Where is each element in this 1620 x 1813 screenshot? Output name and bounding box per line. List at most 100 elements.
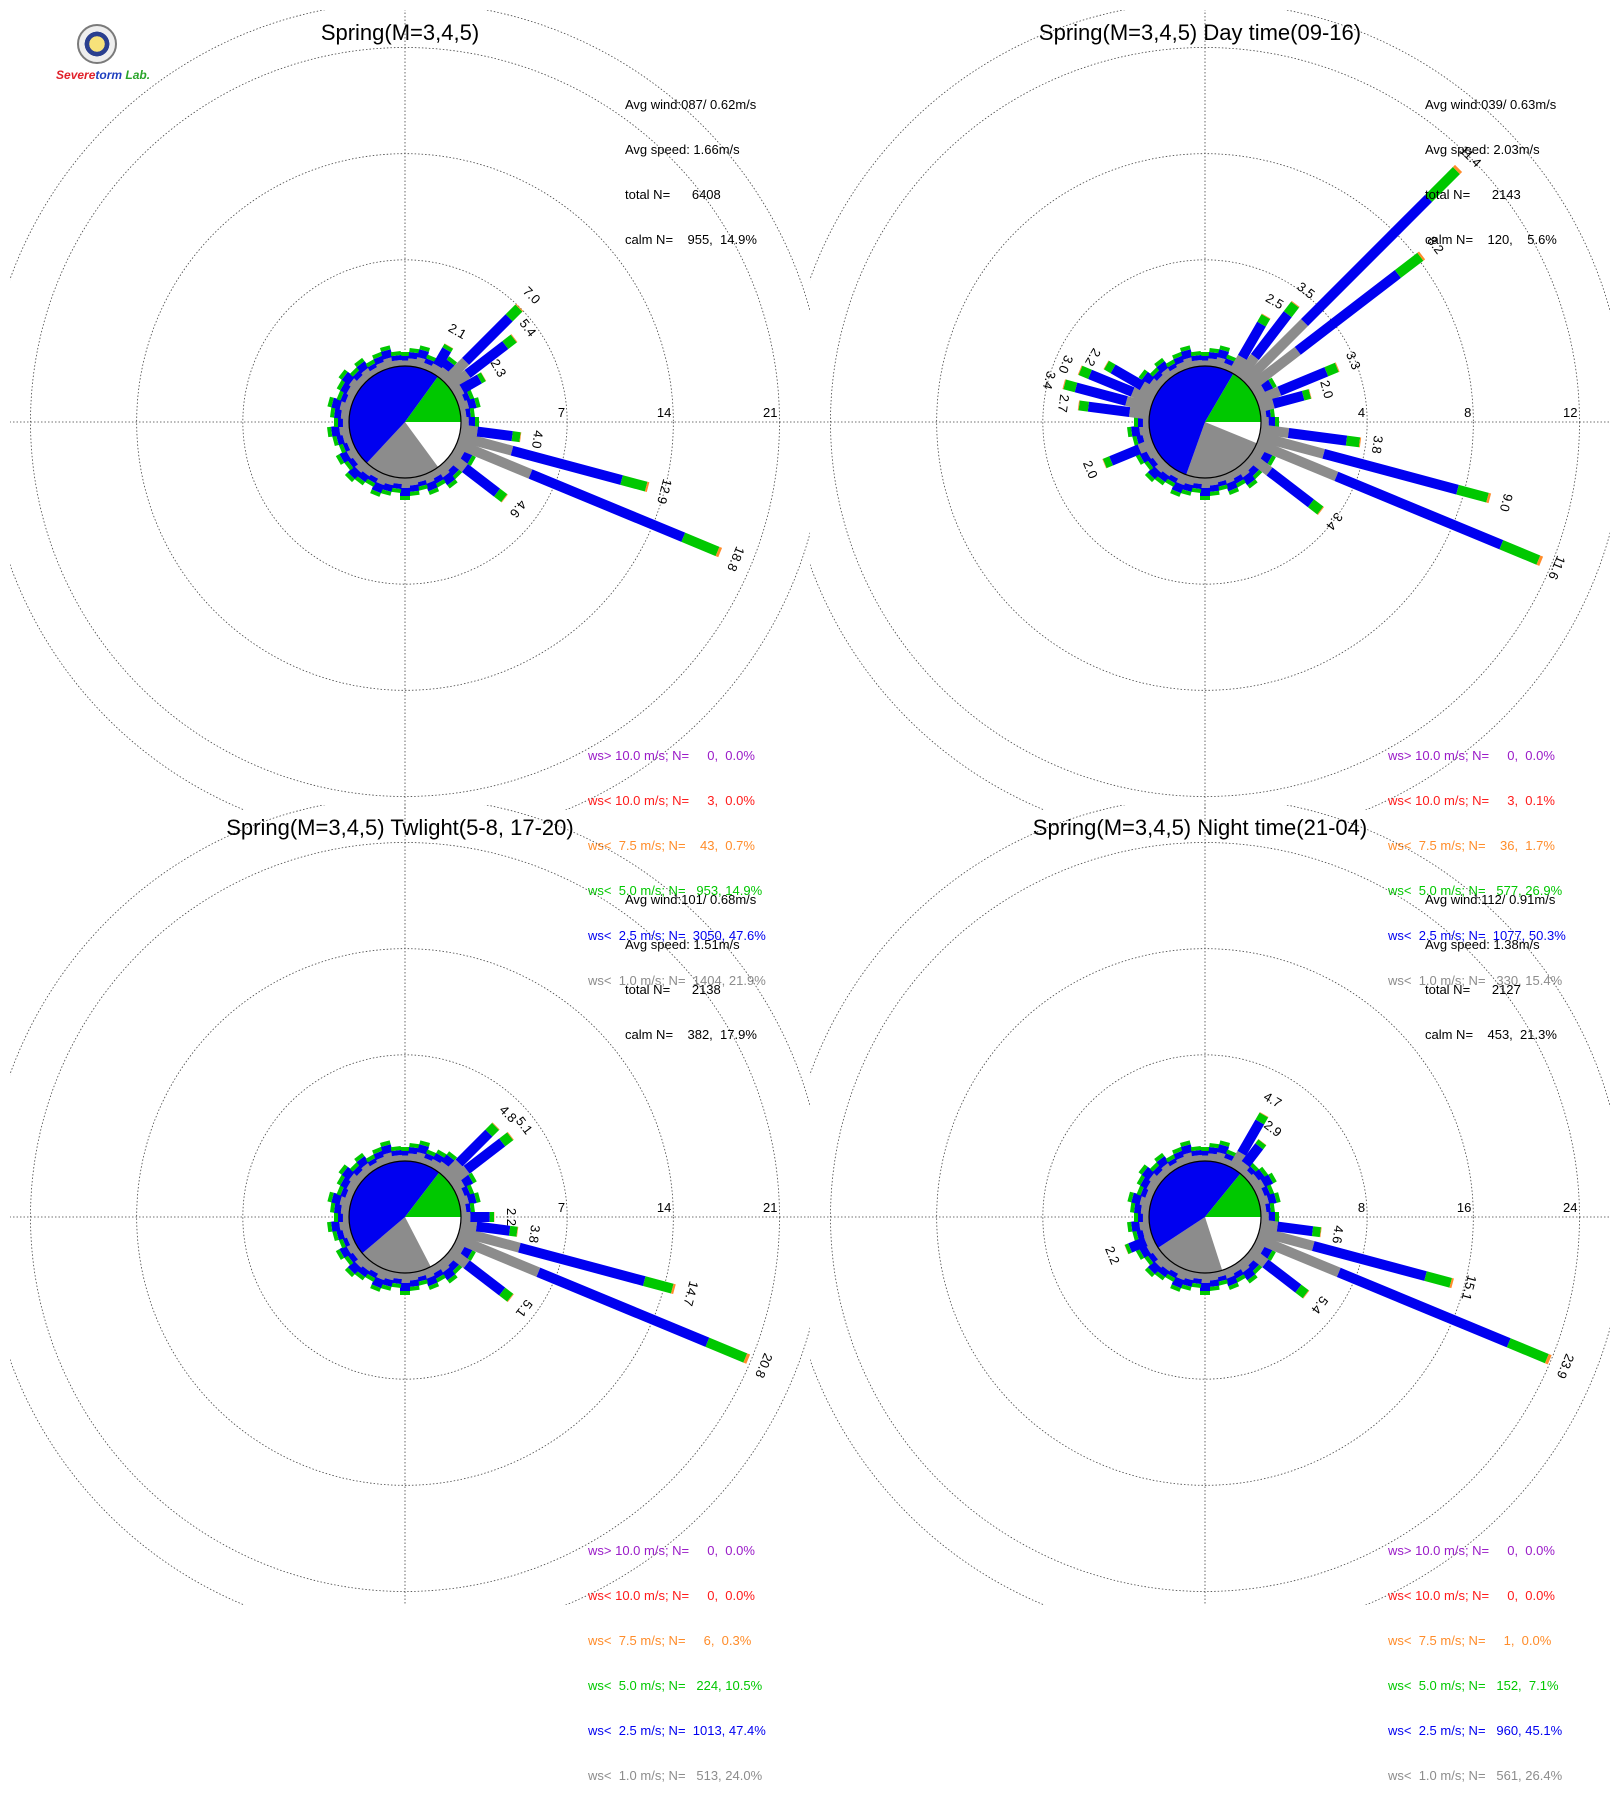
- rose-stub-green: [334, 417, 338, 427]
- chart-title: Spring(M=3,4,5) Day time(09-16): [810, 20, 1590, 46]
- rose-stub-blue: [331, 1221, 340, 1232]
- ring-label: 14: [657, 1200, 671, 1215]
- bar-value-label: 7.0: [520, 284, 543, 307]
- rose-stub-blue: [1131, 1221, 1140, 1232]
- legend-gt10: ws> 10.0 m/s; N= 0, 0.0%: [1388, 1543, 1562, 1558]
- total-n: total N= 6408: [625, 187, 757, 202]
- chart-title: Spring(M=3,4,5) Twlight(5-8, 17-20): [10, 815, 790, 841]
- bar-value-label: 2.2: [504, 1208, 519, 1226]
- ring-label: 7: [558, 1200, 565, 1215]
- rose-bar-lt2-5: [1262, 1259, 1301, 1292]
- legend-lt10: ws< 10.0 m/s; N= 0, 0.0%: [588, 1588, 766, 1603]
- ring-label: 21: [763, 405, 777, 420]
- avg-speed: Avg speed: 1.66m/s: [625, 142, 757, 157]
- rose-bar-lt5: [512, 431, 521, 442]
- rose-bar-lt5: [681, 533, 719, 556]
- bar-value-label: 5.4: [516, 316, 539, 339]
- rose-stub-blue: [400, 488, 410, 496]
- bar-value-label: 5.4: [1308, 1293, 1331, 1316]
- legend: ws> 10.0 m/s; N= 0, 0.0% ws< 10.0 m/s; N…: [1388, 1513, 1562, 1813]
- ring-label: 8: [1464, 405, 1471, 420]
- bar-value-label: 3.4: [1040, 370, 1059, 391]
- rose-bar-lt2-5: [462, 464, 500, 497]
- rose-stub-green: [400, 496, 410, 500]
- legend-gt10: ws> 10.0 m/s; N= 0, 0.0%: [588, 1543, 766, 1558]
- rose-bar-lt2-5: [1109, 444, 1141, 465]
- bar-value-label: 2.7: [1055, 393, 1072, 413]
- rose-stub-green: [1200, 1291, 1210, 1295]
- bar-value-label: 2.2: [1082, 346, 1104, 369]
- rose-bar-lt2-5: [1312, 1241, 1427, 1281]
- ring-label: 21: [763, 1200, 777, 1215]
- legend-lt7-5: ws< 7.5 m/s; N= 1, 0.0%: [1388, 1633, 1562, 1648]
- avg-speed: Avg speed: 2.03m/s: [1425, 142, 1557, 157]
- bar-value-label: 15.1: [1459, 1274, 1480, 1302]
- rose-bar-lt5: [509, 1226, 518, 1237]
- rose-stub-green: [334, 1212, 338, 1222]
- rose-stub-blue: [1131, 426, 1140, 437]
- bar-value-label: 9.0: [1497, 492, 1516, 513]
- bar-value-label: 12.9: [654, 477, 675, 505]
- chart-title: Spring(M=3,4,5) Night time(21-04): [810, 815, 1590, 841]
- rose-bar-lt5: [1312, 1226, 1321, 1237]
- ring-label: 16: [1457, 1200, 1471, 1215]
- rose-stub-blue: [1200, 488, 1210, 496]
- rose-bar-lt5: [1456, 485, 1489, 503]
- bar-value-label: 3.4: [1323, 510, 1346, 533]
- legend-lt7-5: ws< 7.5 m/s; N= 6, 0.3%: [588, 1633, 766, 1648]
- ring-label: 4: [1358, 405, 1365, 420]
- bar-value-label: 5.1: [513, 1297, 536, 1320]
- calm-n: calm N= 453, 21.3%: [1425, 1027, 1557, 1042]
- rose-stub-green: [400, 1147, 410, 1151]
- rose-stub-green: [1275, 417, 1279, 427]
- legend-lt2-5: ws< 2.5 m/s; N= 960, 45.1%: [1388, 1723, 1562, 1738]
- rose-stub-green: [1200, 352, 1210, 356]
- bar-value-label: 2.1: [446, 320, 469, 342]
- bar-value-label: 2.5: [1263, 290, 1286, 312]
- bar-value-label: 3.8: [1369, 435, 1386, 455]
- total-n: total N= 2138: [625, 982, 757, 997]
- bar-value-label: 4.0: [529, 430, 546, 450]
- avg-wind: Avg wind:101/ 0.68m/s: [625, 892, 757, 907]
- calm-n: calm N= 120, 5.6%: [1425, 232, 1557, 247]
- rose-bar-lt5: [1424, 1271, 1452, 1287]
- avg-speed: Avg speed: 1.38m/s: [1425, 937, 1557, 952]
- bar-value-label: 14.7: [680, 1279, 701, 1307]
- rose-bar-lt5: [1078, 400, 1089, 411]
- rose-stub-green: [400, 352, 410, 356]
- logo-text: Severetorm Lab.: [56, 68, 150, 82]
- bar-value-label: 23.9: [1554, 1352, 1578, 1381]
- legend-lt5: ws< 5.0 m/s; N= 224, 10.5%: [588, 1678, 766, 1693]
- rose-stub-blue: [1200, 1283, 1210, 1291]
- bar-value-label: 18.8: [724, 545, 748, 574]
- bar-value-label: 2.0: [1317, 379, 1336, 400]
- rose-bar-lt5: [1507, 1338, 1549, 1363]
- rose-bar-lt5: [1346, 436, 1360, 448]
- rose-stub-green: [1275, 1212, 1279, 1222]
- stats-block: Avg wind:087/ 0.62m/s Avg speed: 1.66m/s…: [625, 67, 757, 277]
- stats-block: Avg wind:112/ 0.91m/s Avg speed: 1.38m/s…: [1425, 862, 1557, 1072]
- rose-stub-green: [400, 1291, 410, 1295]
- bar-value-label: 3.5: [1294, 279, 1317, 302]
- rose-bar-lt1: [461, 1212, 470, 1222]
- stats-block: Avg wind:101/ 0.68m/s Avg speed: 1.51m/s…: [625, 862, 757, 1072]
- rose-stub-green: [1200, 496, 1210, 500]
- rose-bar-lt5: [1499, 540, 1540, 565]
- bar-value-label: 4.6: [507, 497, 530, 520]
- bar-value-label: 3.8: [526, 1224, 543, 1244]
- legend-gt10: ws> 10.0 m/s; N= 0, 0.0%: [588, 748, 766, 763]
- rose-bar-lt2-5: [464, 1260, 506, 1295]
- rose-stub-green: [1134, 1212, 1138, 1222]
- avg-speed: Avg speed: 1.51m/s: [625, 937, 757, 952]
- bar-value-label: 2.2: [1102, 1244, 1123, 1266]
- ring-label: 12: [1563, 405, 1577, 420]
- legend-lt1: ws< 1.0 m/s; N= 561, 26.4%: [1388, 1768, 1562, 1783]
- chart-title: Spring(M=3,4,5): [10, 20, 790, 46]
- stats-block: Avg wind:039/ 0.63m/s Avg speed: 2.03m/s…: [1425, 67, 1557, 277]
- avg-wind: Avg wind:087/ 0.62m/s: [625, 97, 757, 112]
- bar-value-label: 20.8: [752, 1351, 776, 1380]
- calm-n: calm N= 955, 14.9%: [625, 232, 757, 247]
